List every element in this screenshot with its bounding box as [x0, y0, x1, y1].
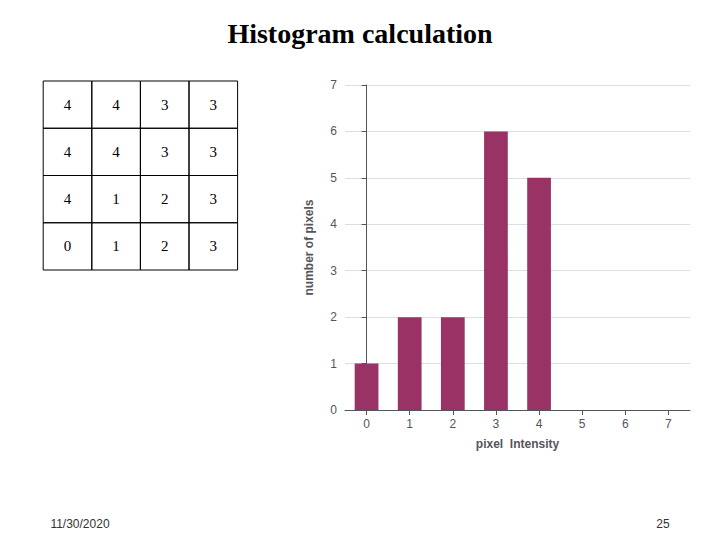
svg-text:0: 0: [363, 417, 370, 431]
svg-text:6: 6: [622, 417, 629, 431]
svg-text:2: 2: [161, 191, 169, 207]
svg-text:3: 3: [161, 144, 169, 160]
svg-text:0: 0: [330, 403, 337, 417]
svg-text:3: 3: [210, 191, 218, 207]
svg-text:11/30/2020: 11/30/2020: [50, 517, 109, 531]
svg-text:3: 3: [330, 264, 337, 278]
svg-text:4: 4: [536, 417, 543, 431]
svg-text:5: 5: [330, 171, 337, 185]
svg-text:2: 2: [449, 417, 456, 431]
svg-text:3: 3: [210, 97, 218, 113]
svg-text:25: 25: [656, 517, 670, 531]
svg-text:2: 2: [161, 238, 169, 254]
svg-text:4: 4: [112, 144, 120, 160]
svg-text:7: 7: [665, 417, 672, 431]
svg-text:4: 4: [330, 217, 337, 231]
svg-text:1: 1: [330, 357, 337, 371]
svg-text:4: 4: [64, 144, 72, 160]
svg-text:1: 1: [112, 191, 120, 207]
svg-text:0: 0: [64, 238, 72, 254]
svg-text:3: 3: [493, 417, 500, 431]
svg-text:1: 1: [112, 238, 120, 254]
svg-text:4: 4: [64, 97, 72, 113]
svg-text:6: 6: [330, 124, 337, 138]
svg-text:7: 7: [330, 78, 337, 92]
svg-text:Histogram calculation: Histogram calculation: [227, 18, 493, 49]
svg-text:2: 2: [330, 310, 337, 324]
svg-text:1: 1: [406, 417, 413, 431]
svg-text:pixel Intensity: pixel Intensity: [476, 437, 560, 451]
svg-text:3: 3: [161, 97, 169, 113]
svg-text:5: 5: [579, 417, 586, 431]
svg-text:3: 3: [210, 238, 218, 254]
svg-text:3: 3: [210, 144, 218, 160]
svg-text:4: 4: [112, 97, 120, 113]
svg-text:number of pixels: number of pixels: [302, 199, 316, 295]
svg-text:4: 4: [64, 191, 72, 207]
